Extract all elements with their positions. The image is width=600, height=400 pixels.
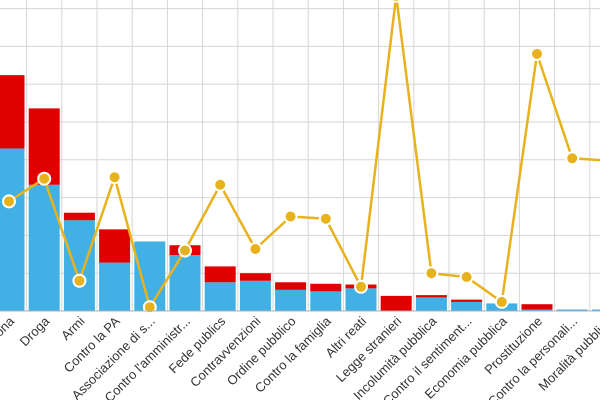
line-point	[178, 243, 192, 258]
series-line	[8, 0, 600, 309]
line-point	[72, 273, 87, 288]
bar-segment	[415, 297, 447, 311]
bar-segment	[415, 295, 447, 298]
bar-segment	[204, 266, 236, 283]
line-point	[107, 170, 122, 185]
line-series	[2, 0, 600, 315]
line-point	[494, 294, 509, 309]
bar-segment	[591, 309, 600, 311]
grid	[0, 0, 600, 311]
line-point	[2, 194, 16, 209]
bar-segment	[556, 309, 588, 311]
line-point	[390, 0, 402, 3]
line-point	[142, 300, 157, 315]
bar-segment	[310, 283, 342, 292]
bar-segment	[380, 295, 412, 311]
bar-segment	[239, 273, 271, 281]
line-point	[248, 242, 263, 257]
bar-segment	[204, 282, 236, 311]
bar-segment	[169, 255, 201, 311]
bar-segment	[63, 212, 95, 221]
x-tick-label: Armi	[58, 313, 88, 343]
bar-segment	[310, 291, 342, 311]
bar-segment	[345, 288, 377, 311]
bar-segment	[0, 75, 25, 149]
line-point	[424, 266, 439, 281]
line-point	[354, 279, 368, 294]
bar-segment	[451, 301, 483, 311]
bar-segment	[28, 184, 60, 311]
bar-segment	[99, 262, 131, 311]
line-point	[213, 177, 228, 192]
line-point	[530, 46, 544, 61]
line-point	[37, 171, 52, 186]
bar-segment	[275, 282, 307, 290]
bar-segment	[521, 304, 553, 310]
line-point	[283, 209, 298, 224]
line-point	[459, 269, 474, 284]
bar-segment	[0, 148, 25, 311]
bar-segment	[99, 229, 131, 263]
bars	[0, 75, 600, 311]
bar-segment	[275, 289, 307, 311]
bar-segment	[451, 299, 483, 302]
bar-segment	[239, 280, 271, 311]
line-point	[565, 151, 580, 166]
x-tick-label: Droga	[17, 313, 53, 349]
bar-segment	[134, 241, 166, 311]
bar-segment	[63, 220, 95, 311]
x-tick-label: Persona	[0, 313, 18, 358]
bar-segment	[521, 309, 553, 311]
line-point	[318, 211, 333, 226]
